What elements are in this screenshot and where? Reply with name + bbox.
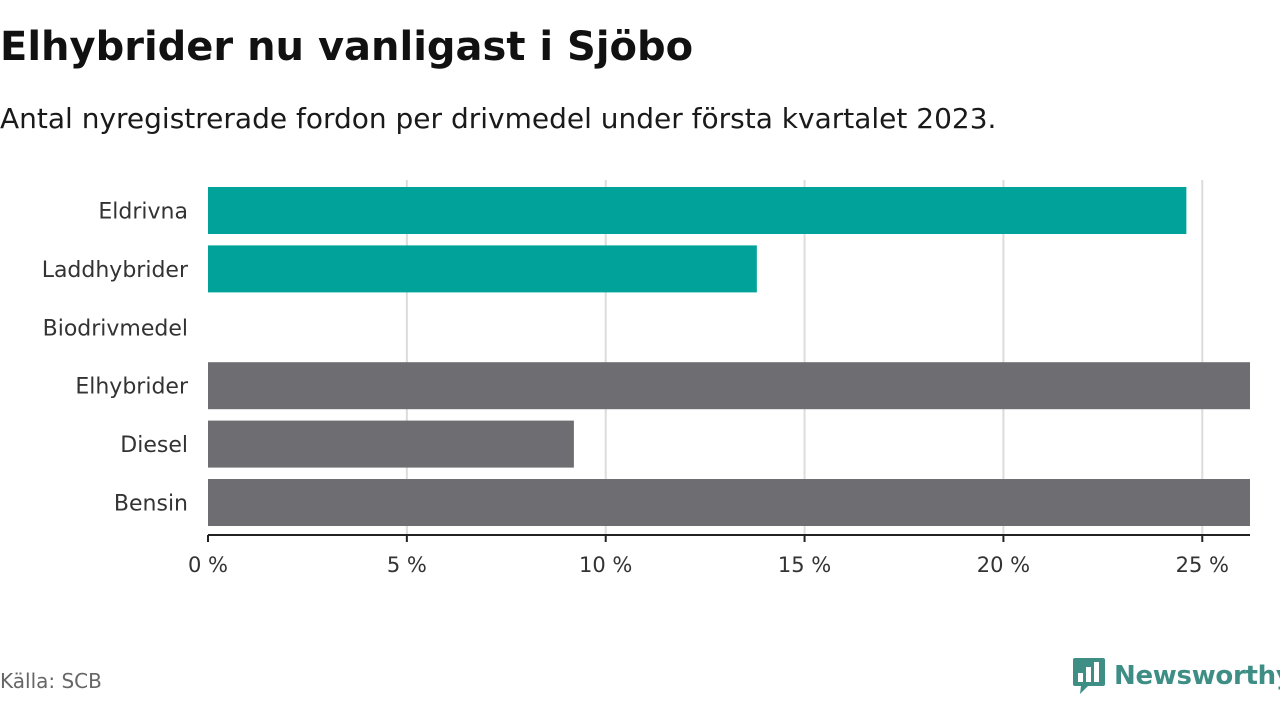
x-tick-label: 20 % (977, 553, 1030, 577)
bar-diesel[interactable] (208, 420, 574, 468)
x-tick-label: 15 % (778, 553, 831, 577)
x-tick-label: 25 % (1176, 553, 1229, 577)
category-label: Laddhybrider (42, 258, 189, 283)
x-tick-label: 5 % (387, 553, 427, 577)
brand-logo[interactable]: Newsworthy (1072, 656, 1280, 696)
x-tick-label: 10 % (579, 553, 632, 577)
bar-laddhybrider[interactable] (208, 245, 757, 293)
brand-name: Newsworthy (1114, 661, 1280, 691)
bars (208, 187, 1250, 526)
source-note: Källa: SCB (0, 669, 102, 693)
bar-eldrivna[interactable] (208, 187, 1187, 234)
x-tick-label: 0 % (188, 553, 228, 577)
category-label: Bensin (114, 492, 188, 517)
chart-title: Elhybrider nu vanligast i Sjöbo (0, 24, 694, 70)
x-axis: 0 % 5 % 10 % 15 % 20 % 25 % (188, 534, 1250, 577)
chart-subtitle: Antal nyregistrerade fordon per drivmede… (0, 102, 997, 135)
category-label: Elhybrider (75, 375, 189, 400)
gridlines (405, 180, 1204, 535)
bar-bensin[interactable] (208, 479, 1250, 526)
bar-elhybrider[interactable] (208, 362, 1250, 410)
category-label: Eldrivna (98, 200, 188, 225)
category-labels: Eldrivna Laddhybrider Biodrivmedel Elhybrid… (42, 200, 189, 517)
bar-chart-logo-icon (1073, 658, 1105, 694)
category-label: Biodrivmedel (43, 316, 188, 341)
category-label: Diesel (120, 433, 188, 458)
